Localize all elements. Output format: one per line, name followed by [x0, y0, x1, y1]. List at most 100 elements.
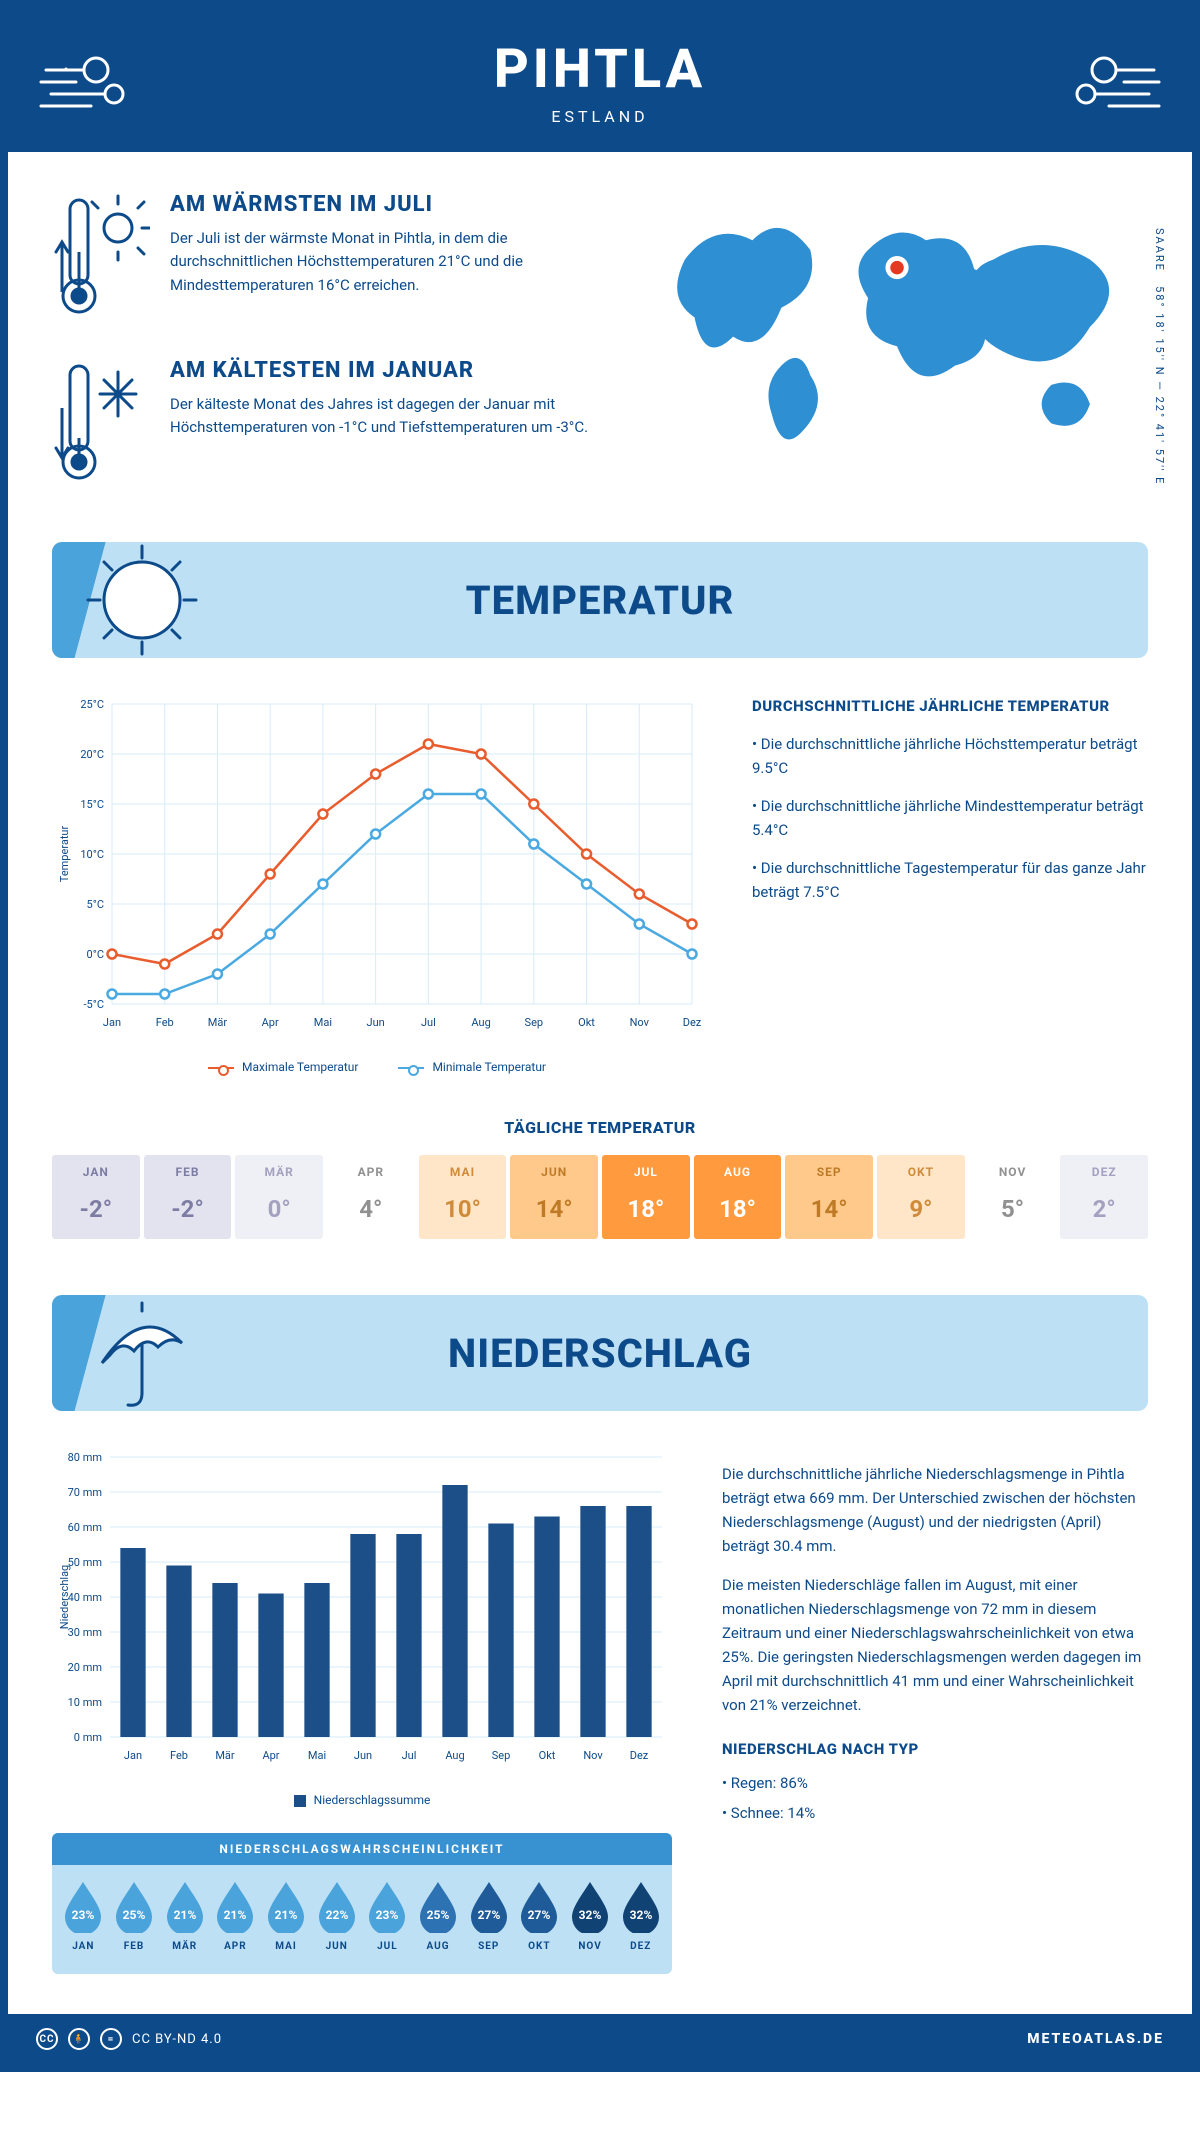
fact-cold: AM KÄLTESTEN IM JANUAR Der kälteste Mona… [52, 358, 596, 492]
probability-drop: 27% SEP [463, 1879, 514, 1952]
svg-text:Mär: Mär [215, 1749, 235, 1762]
section-title-temperature: TEMPERATUR [52, 577, 1148, 624]
footer: CC 🧍 = CC BY-ND 4.0 METEOATLAS.DE [8, 2014, 1192, 2064]
coordinates-label: SAARE 58° 18' 15'' N — 22° 41' 57'' E [1153, 228, 1166, 485]
svg-text:Jun: Jun [367, 1016, 385, 1029]
svg-text:Niederschlag: Niederschlag [58, 1565, 71, 1629]
svg-text:22%: 22% [325, 1908, 348, 1922]
precip-description: Die durchschnittliche jährliche Niedersc… [722, 1447, 1148, 1974]
svg-text:27%: 27% [528, 1908, 551, 1922]
svg-text:Dez: Dez [630, 1749, 649, 1762]
svg-text:21%: 21% [275, 1908, 298, 1922]
probability-drop: 32% DEZ [615, 1879, 666, 1952]
wind-icon [36, 44, 156, 124]
svg-text:32%: 32% [579, 1908, 602, 1922]
svg-text:-5°C: -5°C [84, 998, 105, 1011]
probability-drop: 21% MÄR [159, 1879, 210, 1952]
probability-drop: 32% NOV [565, 1879, 616, 1952]
country-label: ESTLAND [8, 107, 1192, 126]
svg-text:50 mm: 50 mm [68, 1556, 102, 1569]
temp-note-bullet: • Die durchschnittliche jährliche Mindes… [752, 794, 1148, 842]
svg-text:Jul: Jul [421, 1016, 436, 1029]
probability-drop: 21% MAI [261, 1879, 312, 1952]
precip-type-bullet: • Regen: 86% [722, 1771, 1148, 1795]
daily-temp-cell: SEP14° [785, 1155, 873, 1239]
precip-legend-label: Niederschlagssumme [314, 1793, 431, 1807]
daily-temp-cell: NOV5° [969, 1155, 1057, 1239]
temp-notes-heading: DURCHSCHNITTLICHE JÄHRLICHE TEMPERATUR [752, 694, 1148, 718]
temperature-notes: DURCHSCHNITTLICHE JÄHRLICHE TEMPERATUR •… [752, 694, 1148, 1074]
probability-drop: 23% JAN [58, 1879, 109, 1952]
probability-drop: 23% JUL [362, 1879, 413, 1952]
header-banner: PIHTLA ESTLAND [8, 8, 1192, 152]
svg-text:Aug: Aug [471, 1016, 490, 1029]
svg-text:Sep: Sep [492, 1749, 511, 1762]
svg-text:Nov: Nov [583, 1749, 603, 1762]
svg-text:Apr: Apr [262, 1749, 279, 1762]
svg-text:23%: 23% [376, 1908, 399, 1922]
svg-text:Mai: Mai [314, 1016, 332, 1029]
svg-text:Sep: Sep [525, 1016, 544, 1029]
svg-text:Nov: Nov [630, 1016, 650, 1029]
daily-temp-cell: JAN-2° [52, 1155, 140, 1239]
svg-text:0 mm: 0 mm [74, 1731, 102, 1744]
thermometer-sun-icon [52, 192, 150, 322]
svg-text:10°C: 10°C [80, 848, 104, 861]
daily-temp-cell: FEB-2° [144, 1155, 232, 1239]
wind-icon [1044, 44, 1164, 124]
precip-bar-chart: 0 mm10 mm20 mm30 mm40 mm50 mm60 mm70 mm8… [52, 1447, 672, 1807]
svg-text:Feb: Feb [156, 1016, 174, 1029]
probability-drop: 21% APR [210, 1879, 261, 1952]
sun-icon [82, 540, 202, 660]
svg-text:15°C: 15°C [80, 798, 104, 811]
svg-text:30 mm: 30 mm [68, 1626, 102, 1639]
svg-text:Mär: Mär [208, 1016, 228, 1029]
daily-temp-cell: MÄR0° [235, 1155, 323, 1239]
fact-warm: AM WÄRMSTEN IM JULI Der Juli ist der wär… [52, 192, 596, 326]
legend-min-label: Minimale Temperatur [432, 1060, 546, 1074]
daily-temperature-grid: JAN-2°FEB-2°MÄR0°APR4°MAI10°JUN14°JUL18°… [52, 1155, 1148, 1239]
svg-text:25%: 25% [123, 1908, 146, 1922]
svg-text:21%: 21% [224, 1908, 247, 1922]
temperature-legend: Maximale Temperatur Minimale Temperatur [52, 1060, 702, 1074]
daily-temp-cell: DEZ2° [1060, 1155, 1148, 1239]
svg-text:25%: 25% [427, 1908, 450, 1922]
precip-paragraph-1: Die durchschnittliche jährliche Niedersc… [722, 1462, 1148, 1558]
svg-text:0°C: 0°C [87, 948, 104, 961]
section-banner-temperature: TEMPERATUR [52, 542, 1148, 658]
svg-text:Dez: Dez [683, 1016, 702, 1029]
probability-drop: 27% OKT [514, 1879, 565, 1952]
svg-text:10 mm: 10 mm [68, 1696, 102, 1709]
section-banner-precip: NIEDERSCHLAG [52, 1295, 1148, 1411]
license-text: CC BY-ND 4.0 [132, 2032, 222, 2047]
probability-title: NIEDERSCHLAGSWAHRSCHEINLICHKEIT [52, 1833, 672, 1865]
umbrella-icon [82, 1293, 202, 1413]
daily-temp-cell: OKT9° [877, 1155, 965, 1239]
daily-temp-cell: JUL18° [602, 1155, 690, 1239]
svg-text:5°C: 5°C [87, 898, 104, 911]
license-block: CC 🧍 = CC BY-ND 4.0 [36, 2028, 222, 2050]
daily-temp-cell: APR4° [327, 1155, 415, 1239]
fact-cold-heading: AM KÄLTESTEN IM JANUAR [170, 358, 596, 383]
temperature-line-chart: -5°C0°C5°C10°C15°C20°C25°CJanFebMärAprMa… [52, 694, 702, 1074]
svg-text:Okt: Okt [578, 1016, 595, 1029]
svg-text:Aug: Aug [445, 1749, 464, 1762]
thermometer-snow-icon [52, 358, 150, 488]
daily-temperature-title: TÄGLICHE TEMPERATUR [52, 1118, 1148, 1137]
svg-text:Mai: Mai [308, 1749, 326, 1762]
svg-text:70 mm: 70 mm [68, 1486, 102, 1499]
daily-temp-cell: JUN14° [510, 1155, 598, 1239]
nd-icon: = [100, 2028, 122, 2050]
site-name: METEOATLAS.DE [1027, 2031, 1164, 2047]
svg-text:Jun: Jun [354, 1749, 372, 1762]
svg-text:Jul: Jul [402, 1749, 417, 1762]
location-title: PIHTLA [8, 38, 1192, 101]
svg-text:Jan: Jan [124, 1749, 142, 1762]
intro-row: AM WÄRMSTEN IM JULI Der Juli ist der wär… [52, 192, 1148, 524]
daily-temp-cell: MAI10° [419, 1155, 507, 1239]
svg-text:21%: 21% [173, 1908, 196, 1922]
page-frame: PIHTLA ESTLAND [0, 0, 1200, 2072]
svg-text:Apr: Apr [262, 1016, 279, 1029]
world-map: SAARE 58° 18' 15'' N — 22° 41' 57'' E [646, 192, 1148, 524]
probability-drop: 22% JUN [311, 1879, 362, 1952]
